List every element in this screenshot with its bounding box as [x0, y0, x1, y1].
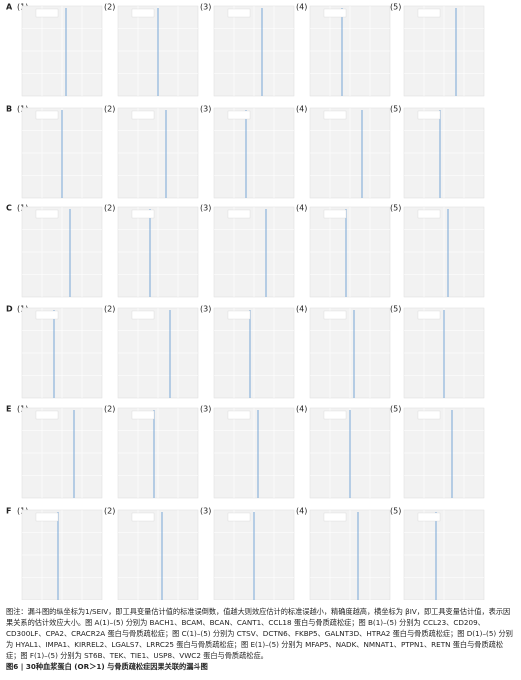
legend-box	[35, 512, 59, 522]
panel-label: (3)	[200, 507, 211, 516]
panel-label: (5)	[390, 3, 401, 12]
panel-label: (2)	[104, 305, 115, 314]
legend-box	[323, 209, 347, 219]
legend-box	[417, 8, 441, 18]
panel-label: (4)	[296, 3, 307, 12]
legend-box	[131, 512, 155, 522]
legend-box	[131, 410, 155, 420]
legend-box	[227, 310, 251, 320]
row-letter: B	[6, 105, 12, 114]
legend-box	[323, 410, 347, 420]
legend-box	[227, 8, 251, 18]
panel-label: (3)	[200, 3, 211, 12]
panel-label: (4)	[296, 204, 307, 213]
panel-label: (3)	[200, 105, 211, 114]
legend-box	[323, 512, 347, 522]
legend-box	[131, 310, 155, 320]
panel-label: (4)	[296, 507, 307, 516]
legend-box	[35, 209, 59, 219]
panel-label: (3)	[200, 305, 211, 314]
legend-box	[35, 410, 59, 420]
legend-box	[131, 209, 155, 219]
panel-label: (2)	[104, 405, 115, 414]
legend-box	[417, 209, 441, 219]
panel-label: (5)	[390, 507, 401, 516]
caption-note: 图注：漏斗图的纵坐标为1/SEIV，即工具变量估计值的标准误倒数，值越大则效应估…	[6, 607, 513, 660]
legend-box	[323, 8, 347, 18]
panel-label: (5)	[390, 405, 401, 414]
panel-label: (3)	[200, 405, 211, 414]
legend-box	[417, 310, 441, 320]
panel-label: (2)	[104, 105, 115, 114]
panel-label: (5)	[390, 204, 401, 213]
legend-box	[227, 110, 251, 120]
row-letter: F	[6, 507, 11, 516]
panel-label: (4)	[296, 305, 307, 314]
panel-label: (3)	[200, 204, 211, 213]
legend-box	[35, 110, 59, 120]
legend-box	[417, 410, 441, 420]
caption-title: 图6 | 30种血浆蛋白 (OR＞1) 与骨质疏松症因果关联的漏斗图	[6, 662, 208, 671]
legend-box	[323, 110, 347, 120]
legend-box	[227, 410, 251, 420]
panel-label: (5)	[390, 105, 401, 114]
row-letter: D	[6, 305, 13, 314]
legend-box	[323, 310, 347, 320]
legend-box	[131, 8, 155, 18]
figure-grid: A(1)(2)(3)(4)(5)B(1)(2)(3)(4)(5)C(1)(2)(…	[6, 3, 485, 600]
legend-box	[35, 310, 59, 320]
legend-box	[417, 110, 441, 120]
row-letter: C	[6, 204, 12, 213]
legend-box	[35, 8, 59, 18]
panel-label: (4)	[296, 405, 307, 414]
legend-box	[417, 512, 441, 522]
row-letter: A	[6, 3, 13, 12]
panel-label: (5)	[390, 305, 401, 314]
legend-box	[227, 209, 251, 219]
caption: 图注：漏斗图的纵坐标为1/SEIV，即工具变量估计值的标准误倒数，值越大则效应估…	[6, 606, 514, 672]
legend-box	[227, 512, 251, 522]
legend-box	[131, 110, 155, 120]
panel-label: (2)	[104, 204, 115, 213]
panel-label: (4)	[296, 105, 307, 114]
row-letter: E	[6, 405, 11, 414]
panel-label: (2)	[104, 507, 115, 516]
panel-label: (2)	[104, 3, 115, 12]
